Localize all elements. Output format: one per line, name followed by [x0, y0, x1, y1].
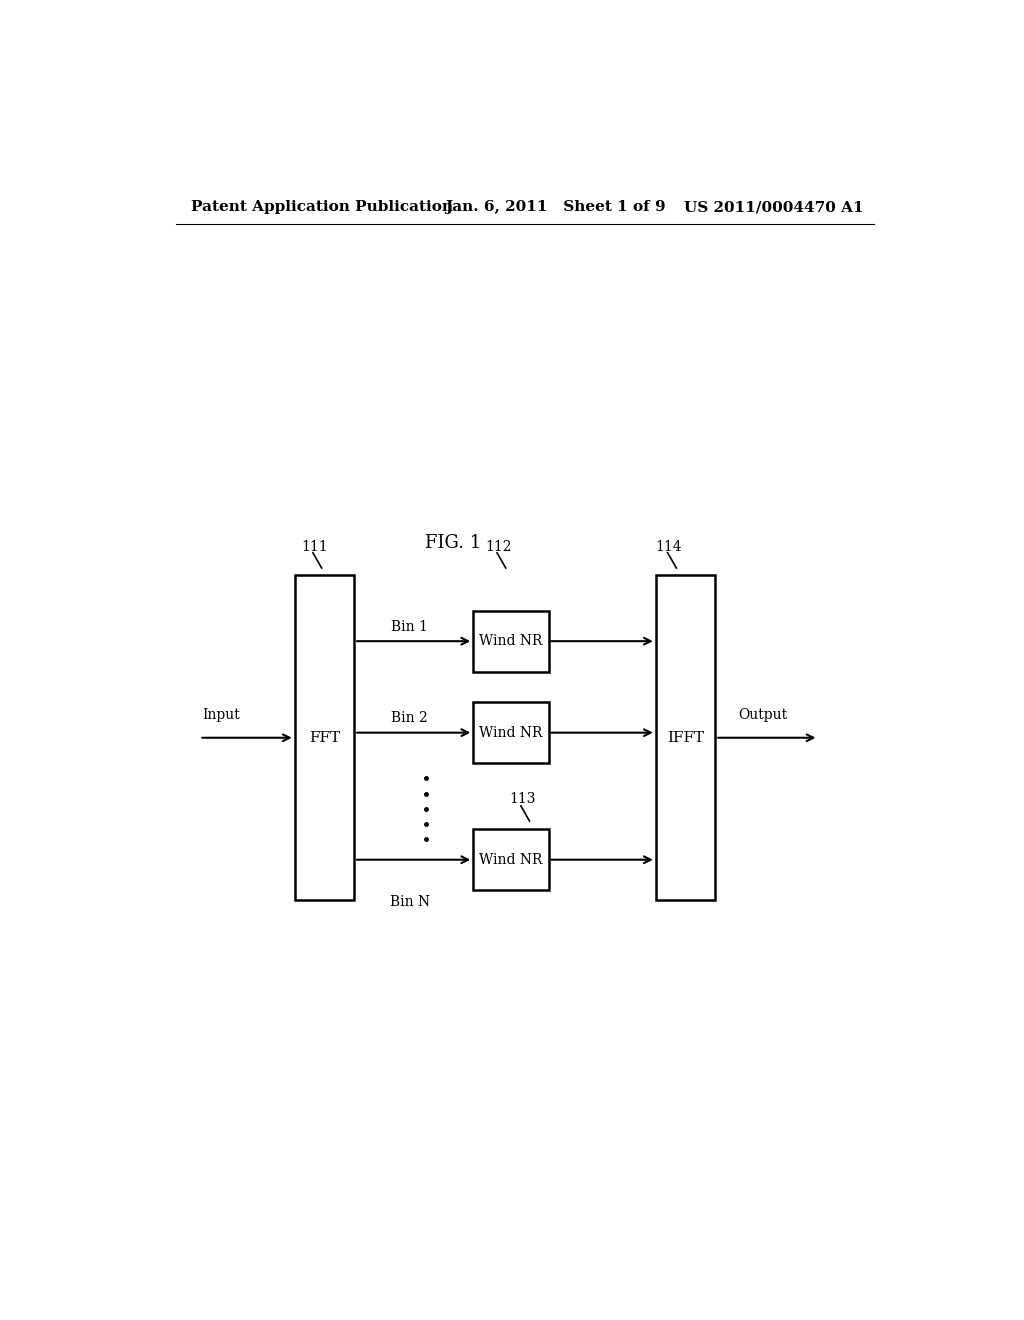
- Text: 114: 114: [655, 540, 682, 553]
- Bar: [295, 576, 354, 900]
- Text: Bin 1: Bin 1: [391, 620, 428, 634]
- Bar: [655, 576, 715, 900]
- Text: Bin 2: Bin 2: [391, 711, 428, 726]
- Text: Input: Input: [203, 709, 241, 722]
- Text: Wind NR: Wind NR: [479, 726, 543, 739]
- Bar: [473, 611, 549, 672]
- Text: 111: 111: [301, 540, 328, 553]
- Text: IFFT: IFFT: [667, 731, 705, 744]
- Text: 113: 113: [509, 792, 536, 805]
- Text: Patent Application Publication: Patent Application Publication: [191, 201, 454, 214]
- Text: FIG. 1: FIG. 1: [425, 533, 481, 552]
- Text: Output: Output: [738, 709, 787, 722]
- Text: Jan. 6, 2011   Sheet 1 of 9: Jan. 6, 2011 Sheet 1 of 9: [445, 201, 666, 214]
- Bar: [473, 829, 549, 890]
- Text: US 2011/0004470 A1: US 2011/0004470 A1: [684, 201, 863, 214]
- Text: FFT: FFT: [309, 731, 340, 744]
- Text: Bin N: Bin N: [390, 895, 430, 909]
- Bar: [473, 702, 549, 763]
- Text: Wind NR: Wind NR: [479, 853, 543, 867]
- Text: Wind NR: Wind NR: [479, 634, 543, 648]
- Text: 112: 112: [485, 540, 512, 553]
